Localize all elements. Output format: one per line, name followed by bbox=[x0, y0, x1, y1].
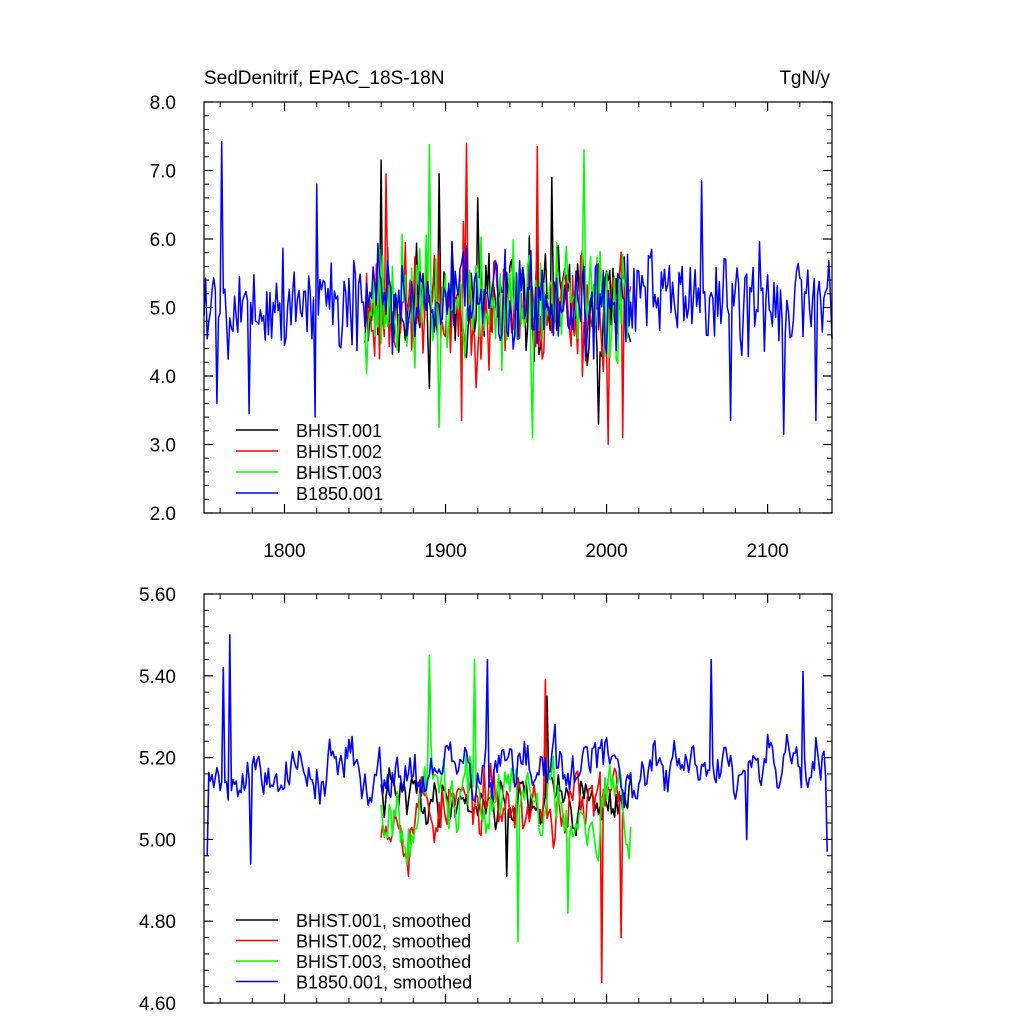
top-axes: 2.0 3.0 4.0 5.0 6.0 7.0 8.0 1800 1900 2000 2100 bbox=[150, 93, 833, 562]
top-ytick-label: 6.0 bbox=[150, 230, 176, 251]
top-title-right: TgN/y bbox=[779, 68, 830, 89]
bottom-legend-label: BHIST.003, smoothed bbox=[296, 952, 471, 972]
top-legend-label: BHIST.003 bbox=[296, 463, 382, 483]
bottom-series-line-0 bbox=[380, 695, 632, 877]
top-series-line-3 bbox=[203, 140, 833, 435]
top-legend-label: BHIST.001 bbox=[296, 421, 382, 441]
top-legend-label: B1850.001 bbox=[296, 484, 383, 504]
bottom-series-group bbox=[206, 634, 828, 984]
top-panel: SedDenitrif, EPAC_18S-18N TgN/y 2.0 3.0 4.… bbox=[150, 68, 833, 562]
bottom-legend-label: B1850.001, smoothed bbox=[296, 973, 472, 993]
bottom-panel: 4.60 4.80 5.00 5.20 5.40 5.60 BHIST.001, smoot… bbox=[139, 585, 833, 1015]
top-ytick-label: 5.0 bbox=[150, 299, 176, 320]
top-ytick-label: 3.0 bbox=[150, 436, 176, 457]
top-ytick-label: 2.0 bbox=[150, 504, 176, 525]
bottom-ytick-label: 4.60 bbox=[139, 994, 176, 1015]
top-title-left: SedDenitrif, EPAC_18S-18N bbox=[204, 68, 444, 89]
top-ytick-label: 8.0 bbox=[150, 93, 176, 114]
bottom-plot-frame bbox=[203, 593, 833, 1004]
bottom-ytick-label: 4.80 bbox=[139, 912, 176, 933]
top-legend-label: BHIST.002 bbox=[296, 442, 382, 462]
top-xtick-label: 2000 bbox=[585, 541, 627, 562]
bottom-ytick-label: 5.40 bbox=[139, 667, 176, 688]
bottom-legend-label: BHIST.001, smoothed bbox=[296, 911, 471, 931]
bottom-series-line-3 bbox=[206, 634, 828, 865]
bottom-ytick-label: 5.60 bbox=[139, 585, 176, 606]
bottom-legend-label: BHIST.002, smoothed bbox=[296, 932, 471, 952]
top-ytick-label: 7.0 bbox=[150, 162, 176, 183]
bottom-axes: 4.60 4.80 5.00 5.20 5.40 5.60 bbox=[139, 585, 833, 1015]
bottom-ytick-label: 5.00 bbox=[139, 830, 176, 851]
bottom-ytick-label: 5.20 bbox=[139, 749, 176, 770]
top-xtick-label: 2100 bbox=[746, 541, 788, 562]
top-xtick-label: 1900 bbox=[424, 541, 466, 562]
top-series-group bbox=[203, 140, 833, 446]
top-xtick-label: 1800 bbox=[263, 541, 305, 562]
bottom-series-line-1 bbox=[380, 679, 624, 984]
top-ytick-label: 4.0 bbox=[150, 367, 176, 388]
